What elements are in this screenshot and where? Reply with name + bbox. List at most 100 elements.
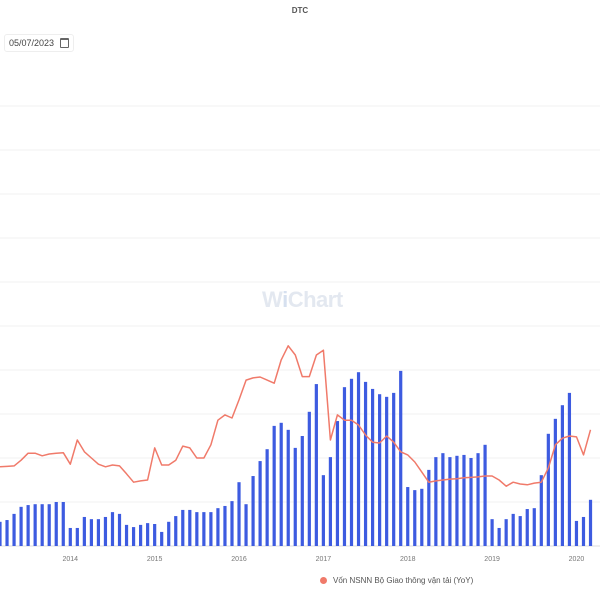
bar: [0, 521, 2, 546]
bar: [328, 457, 333, 546]
bar: [223, 505, 227, 546]
bar: [68, 527, 72, 546]
bar: [553, 418, 557, 546]
x-tick-label: 2020: [569, 556, 585, 563]
bar: [314, 384, 318, 546]
bar: [174, 516, 178, 546]
bar: [378, 394, 382, 546]
bar: [462, 454, 466, 546]
bar: [335, 421, 340, 546]
bar: [181, 509, 185, 546]
x-tick-label: 2015: [147, 556, 163, 563]
bar: [546, 433, 550, 546]
x-tick-label: 2018: [400, 556, 416, 563]
bar: [230, 501, 234, 546]
bar: [209, 512, 213, 546]
bar: [469, 458, 473, 546]
bar: [518, 516, 522, 546]
bar: [124, 524, 129, 546]
bar: [574, 520, 579, 546]
x-tick-label: 2016: [231, 556, 247, 563]
bar: [490, 519, 494, 546]
bar: [40, 504, 44, 546]
bar: [286, 429, 290, 546]
bar: [195, 512, 199, 546]
bar: [441, 453, 445, 546]
bar: [342, 387, 347, 546]
bar: [237, 482, 241, 546]
bar: [399, 370, 403, 546]
bar: [153, 524, 157, 546]
bar: [497, 527, 501, 546]
chart-title: DTC: [291, 6, 309, 15]
bar: [588, 499, 593, 546]
bar: [476, 453, 480, 546]
bar: [406, 487, 410, 546]
bar: [392, 392, 396, 546]
bar: [75, 527, 79, 546]
bar: [19, 506, 23, 546]
bar: [188, 509, 192, 546]
bar: [61, 502, 65, 546]
legend-label: Vốn NSNN Bộ Giao thông vận tải (YoY): [333, 576, 474, 585]
bar: [370, 388, 375, 546]
watermark-logo: WiChart: [262, 287, 343, 312]
bar: [12, 513, 16, 546]
bar: [293, 447, 297, 546]
bar: [356, 372, 361, 546]
bar: [581, 516, 586, 546]
bar: [26, 505, 30, 546]
bar: [33, 504, 37, 546]
bar: [560, 405, 564, 546]
bar: [89, 519, 93, 546]
bar: [117, 513, 122, 546]
line-series: [0, 345, 592, 487]
bar: [349, 378, 354, 546]
bar: [385, 396, 389, 546]
bar: [483, 444, 487, 546]
bar: [244, 504, 248, 546]
bar: [167, 521, 171, 546]
bar: [279, 422, 283, 546]
bar: [251, 476, 255, 546]
bar: [96, 519, 101, 546]
bar: [146, 523, 150, 546]
bar: [525, 509, 529, 546]
bar: [54, 502, 58, 546]
bar: [420, 488, 424, 546]
bar: [131, 527, 136, 546]
bar: [363, 381, 368, 546]
bar: [202, 512, 206, 546]
bar: [539, 475, 543, 546]
bar: [448, 457, 452, 546]
bar: [532, 508, 536, 546]
bar: [160, 531, 164, 546]
legend[interactable]: Vốn NSNN Bộ Giao thông vận tải (YoY): [320, 576, 473, 585]
bar: [511, 513, 515, 546]
bar: [139, 524, 143, 546]
bar: [413, 490, 417, 546]
calendar-icon[interactable]: [60, 38, 70, 48]
bar: [103, 516, 108, 546]
bar: [321, 475, 325, 546]
bar: [47, 504, 51, 546]
bar: [455, 455, 459, 546]
bar: [82, 516, 86, 546]
bar: [567, 392, 572, 546]
bar: [258, 461, 262, 546]
bar: [504, 519, 508, 546]
bar: [265, 449, 269, 546]
x-tick-label: 2014: [63, 556, 79, 563]
legend-marker: [320, 577, 327, 584]
bar: [427, 469, 431, 546]
bar: [216, 508, 220, 546]
bar: [307, 411, 311, 546]
x-tick-label: 2017: [316, 556, 332, 563]
bar: [434, 457, 438, 546]
bar: [272, 425, 276, 546]
x-tick-label: 2019: [484, 556, 500, 563]
bar: [5, 520, 9, 546]
date-value: 05/07/2023: [9, 38, 55, 48]
date-input[interactable]: 05/07/2023: [4, 34, 75, 52]
